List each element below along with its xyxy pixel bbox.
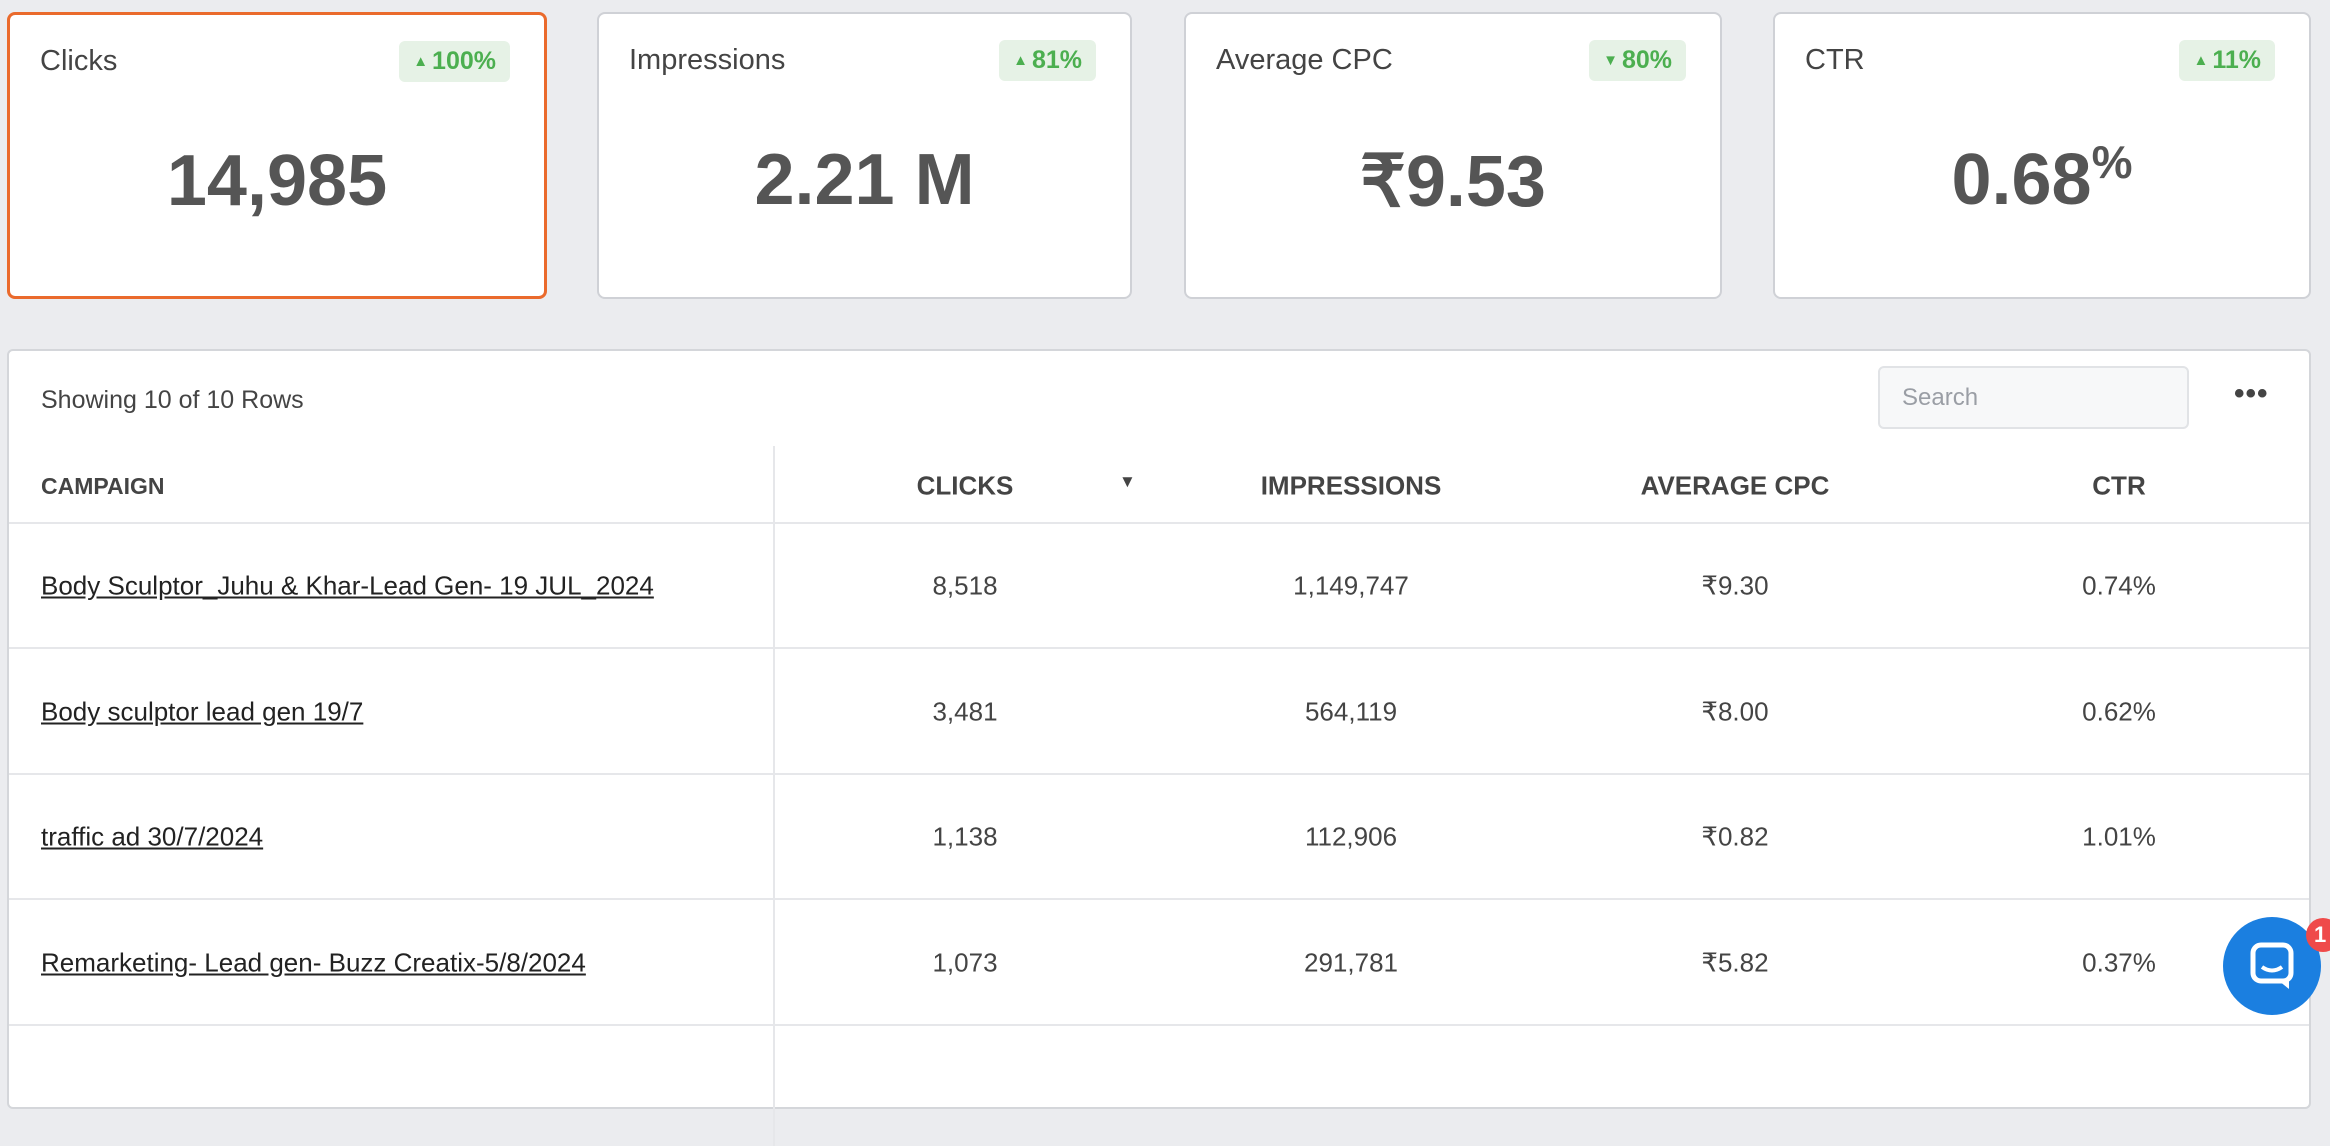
metric-card[interactable]: Clicks ▲ 100% 14,985 — [7, 12, 547, 299]
metric-value: 2.21 M — [599, 139, 1130, 221]
table-cell: 1,073 — [932, 947, 998, 977]
table-cell: 3,481 — [932, 696, 998, 726]
metric-value: 14,985 — [10, 140, 544, 222]
table-panel: Showing 10 of 10 Rows Search ••• CAMPAIGN CL… — [7, 349, 2311, 1146]
table-cell: ₹5.82 — [1701, 947, 1769, 977]
table-cell: ₹8.00 — [1701, 696, 1769, 726]
table-cell: 112,906 — [1304, 821, 1398, 852]
campaign-link[interactable]: Remarketing- Lead gen- Buzz Creatix-5/8/… — [41, 947, 586, 977]
column-header[interactable]: CAMPAIGN — [41, 473, 165, 499]
change-badge: ▼ 80% — [1589, 40, 1686, 81]
value: ₹9.53 — [1360, 142, 1546, 222]
table-cell: 0.62% — [2082, 696, 2156, 726]
page: Clicks ▲ 100% 14,985 Impressions ▲ 81% 2.21 M Av… — [7, 12, 2330, 1109]
metric-value: ₹9.53 — [1186, 139, 1720, 223]
chat-badge: 1 — [2306, 918, 2330, 952]
change-value: 100% — [432, 47, 496, 75]
table-cell: 564,119 — [1304, 696, 1398, 726]
column-header[interactable]: IMPRESSIONS — [1260, 470, 1442, 501]
change-badge: ▲ 100% — [399, 41, 510, 82]
metric-card[interactable]: Average CPC ▼ 80% ₹9.53 — [1184, 12, 1722, 299]
metric-label: Clicks — [40, 45, 118, 77]
header-divider — [9, 522, 2309, 524]
row-divider — [9, 647, 2309, 649]
table-cell: 1.01% — [2082, 821, 2156, 852]
metric-label: CTR — [1805, 44, 1865, 76]
search-placeholder: Search — [1902, 384, 1979, 411]
chat-button[interactable] — [2223, 917, 2321, 1015]
row-divider — [9, 1023, 2309, 1026]
row-summary: Showing 10 of 10 Rows — [41, 386, 304, 414]
trend-arrow: ▲ — [2193, 52, 2209, 69]
chat-icon — [2250, 942, 2294, 989]
trend-arrow: ▼ — [1603, 52, 1618, 69]
table-cell: 0.37% — [2082, 947, 2156, 977]
row-divider — [9, 772, 2309, 775]
column-header[interactable]: CLICKS — [916, 470, 1014, 501]
column-header[interactable]: CTR — [2092, 470, 2146, 501]
table-cell: 0.74% — [2082, 570, 2156, 601]
change-value: 80% — [1621, 46, 1672, 74]
change-badge: ▲ 11% — [2179, 40, 2275, 81]
metric-value: 0.68% — [1775, 136, 2309, 221]
table-cell: 291,781 — [1304, 947, 1398, 977]
value: 14,985 — [166, 141, 388, 221]
column-header[interactable]: AVERAGE CPC — [1640, 470, 1830, 501]
sort-arrow[interactable]: ▼ — [1119, 472, 1136, 491]
metric-card[interactable]: CTR ▲ 11% 0.68% — [1773, 12, 2311, 299]
change-badge: ▲ 81% — [999, 40, 1096, 81]
table-cell: 1,149,747 — [1293, 570, 1409, 601]
row-divider — [9, 898, 2309, 900]
metric-label: Impressions — [629, 44, 786, 76]
trend-arrow: ▲ — [1013, 52, 1028, 69]
unit: % — [2091, 136, 2133, 188]
table-cell: ₹9.30 — [1701, 570, 1769, 601]
table-cell: 1,138 — [932, 821, 998, 852]
campaign-link[interactable]: traffic ad 30/7/2024 — [41, 821, 264, 852]
trend-arrow: ▲ — [413, 53, 429, 70]
table-cell: ₹0.82 — [1701, 821, 1769, 852]
campaign-link[interactable]: Body sculptor lead gen 19/7 — [41, 696, 364, 726]
metric-label: Average CPC — [1216, 44, 1393, 76]
metric-card[interactable]: Impressions ▲ 81% 2.21 M — [597, 12, 1132, 299]
campaign-link[interactable]: Body Sculptor_Juhu & Khar-Lead Gen- 19 J… — [41, 570, 654, 601]
search-box[interactable]: Search — [1878, 366, 2189, 429]
value: 2.21 M — [754, 140, 975, 220]
more-menu[interactable]: ••• — [2234, 377, 2269, 410]
change-value: 81% — [1031, 46, 1082, 74]
change-value: 11% — [2212, 46, 2261, 74]
table-cell: 8,518 — [932, 570, 998, 601]
column-divider — [773, 446, 775, 1146]
value: 0.68 — [1951, 140, 2092, 220]
